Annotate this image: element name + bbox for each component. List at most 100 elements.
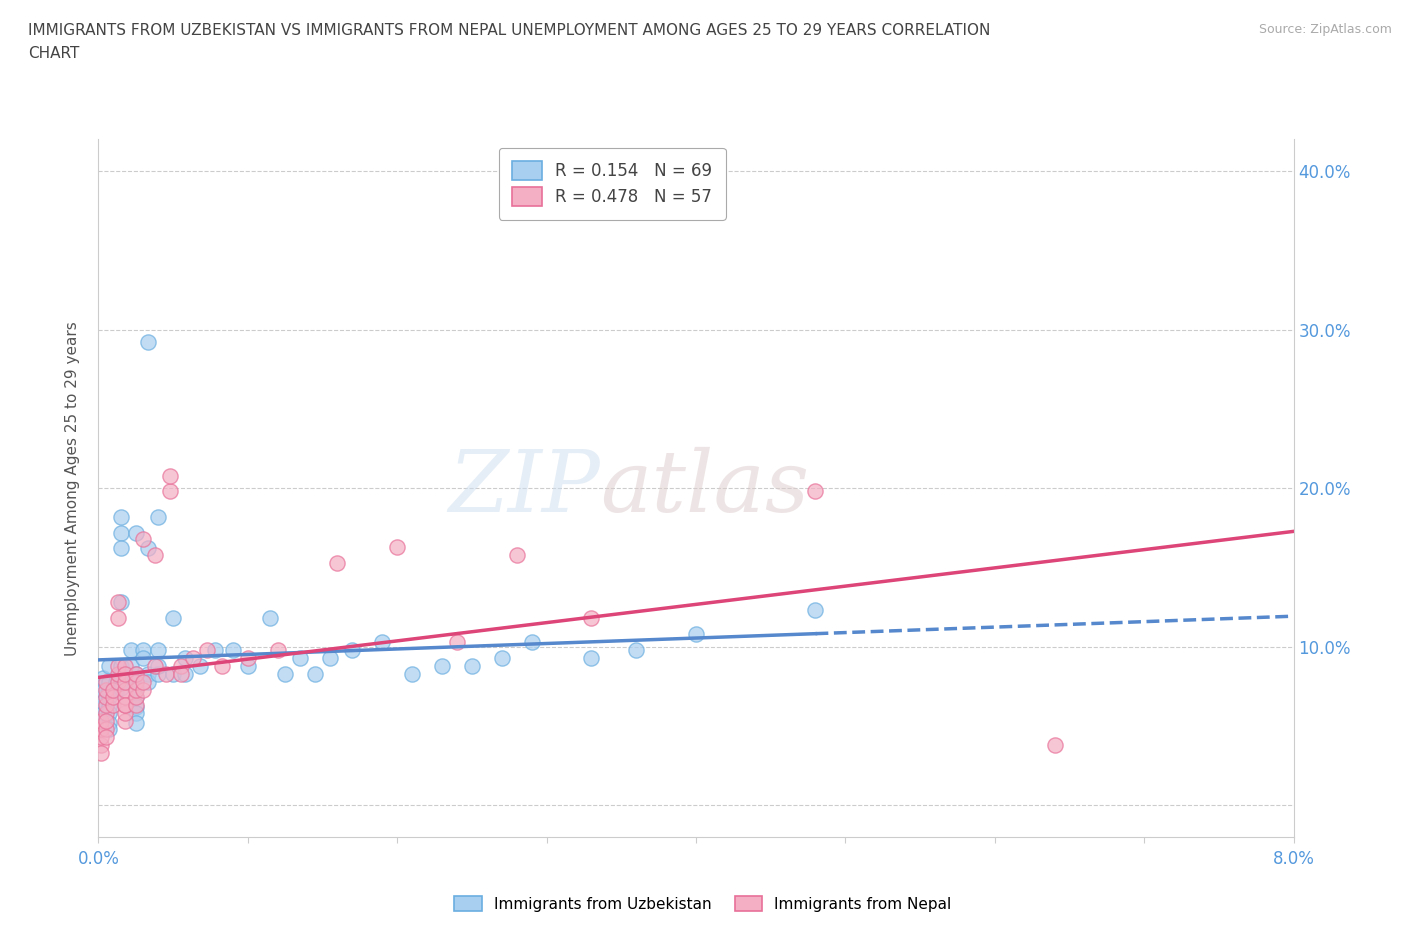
- Point: [94, 674, 117, 689]
- Point: [401, 666, 423, 681]
- Point: [520, 634, 543, 649]
- Point: [90, 722, 112, 737]
- Point: [446, 634, 468, 649]
- Point: [125, 674, 148, 689]
- Point: [136, 335, 159, 350]
- Point: [148, 510, 170, 525]
- Point: [506, 548, 529, 563]
- Point: [143, 548, 166, 563]
- Point: [94, 706, 117, 721]
- Point: [125, 681, 148, 696]
- Point: [110, 681, 132, 696]
- Point: [91, 706, 114, 721]
- Point: [105, 674, 128, 689]
- Point: [288, 650, 311, 665]
- Point: [94, 682, 117, 697]
- Point: [110, 595, 132, 610]
- Point: [125, 525, 148, 540]
- Point: [110, 510, 132, 525]
- Point: [125, 666, 148, 681]
- Point: [174, 666, 197, 681]
- Point: [114, 666, 136, 681]
- Point: [181, 650, 204, 665]
- Point: [274, 666, 297, 681]
- Point: [91, 695, 114, 710]
- Point: [91, 684, 114, 698]
- Point: [125, 706, 148, 721]
- Point: [90, 730, 112, 745]
- Point: [120, 658, 142, 673]
- Point: [114, 698, 136, 713]
- Point: [169, 666, 191, 681]
- Text: IMMIGRANTS FROM UZBEKISTAN VS IMMIGRANTS FROM NEPAL UNEMPLOYMENT AMONG AGES 25 T: IMMIGRANTS FROM UZBEKISTAN VS IMMIGRANTS…: [28, 23, 990, 38]
- Text: atlas: atlas: [600, 447, 810, 529]
- Point: [91, 690, 114, 705]
- Point: [461, 658, 484, 673]
- Point: [148, 643, 170, 658]
- Point: [132, 682, 155, 697]
- Point: [125, 690, 148, 705]
- Point: [97, 658, 120, 673]
- Point: [385, 539, 409, 554]
- Point: [143, 658, 166, 673]
- Legend: R = 0.154   N = 69, R = 0.478   N = 57: R = 0.154 N = 69, R = 0.478 N = 57: [499, 148, 725, 219]
- Point: [304, 666, 326, 681]
- Point: [136, 666, 159, 681]
- Point: [222, 643, 245, 658]
- Point: [804, 484, 827, 498]
- Point: [97, 674, 120, 689]
- Point: [91, 671, 114, 686]
- Point: [105, 684, 128, 698]
- Point: [97, 690, 120, 705]
- Point: [236, 658, 259, 673]
- Point: [236, 650, 259, 665]
- Point: [267, 643, 290, 658]
- Point: [97, 706, 120, 721]
- Point: [125, 682, 148, 697]
- Point: [319, 650, 342, 665]
- Point: [103, 698, 125, 713]
- Text: CHART: CHART: [28, 46, 80, 61]
- Point: [107, 674, 129, 689]
- Text: Source: ZipAtlas.com: Source: ZipAtlas.com: [1258, 23, 1392, 36]
- Point: [125, 715, 148, 730]
- Point: [97, 715, 120, 730]
- Point: [162, 611, 184, 626]
- Point: [107, 658, 129, 673]
- Point: [204, 643, 226, 658]
- Point: [90, 714, 112, 729]
- Point: [120, 643, 142, 658]
- Point: [624, 643, 647, 658]
- Point: [94, 714, 117, 729]
- Point: [114, 658, 136, 673]
- Point: [430, 658, 453, 673]
- Point: [125, 674, 148, 689]
- Point: [97, 684, 120, 698]
- Point: [103, 682, 125, 697]
- Point: [162, 666, 184, 681]
- Point: [174, 650, 197, 665]
- Point: [371, 634, 394, 649]
- Point: [159, 468, 181, 483]
- Point: [259, 611, 281, 626]
- Point: [94, 690, 117, 705]
- Point: [107, 595, 129, 610]
- Point: [804, 603, 827, 618]
- Point: [148, 658, 170, 673]
- Point: [211, 658, 233, 673]
- Point: [114, 714, 136, 729]
- Point: [685, 627, 707, 642]
- Point: [326, 555, 349, 570]
- Point: [94, 722, 117, 737]
- Point: [159, 484, 181, 498]
- Point: [491, 650, 513, 665]
- Point: [125, 699, 148, 714]
- Point: [125, 698, 148, 713]
- Point: [132, 643, 155, 658]
- Point: [1043, 737, 1066, 752]
- Point: [107, 666, 129, 681]
- Point: [581, 650, 603, 665]
- Point: [155, 666, 177, 681]
- Point: [110, 668, 132, 683]
- Point: [136, 674, 159, 689]
